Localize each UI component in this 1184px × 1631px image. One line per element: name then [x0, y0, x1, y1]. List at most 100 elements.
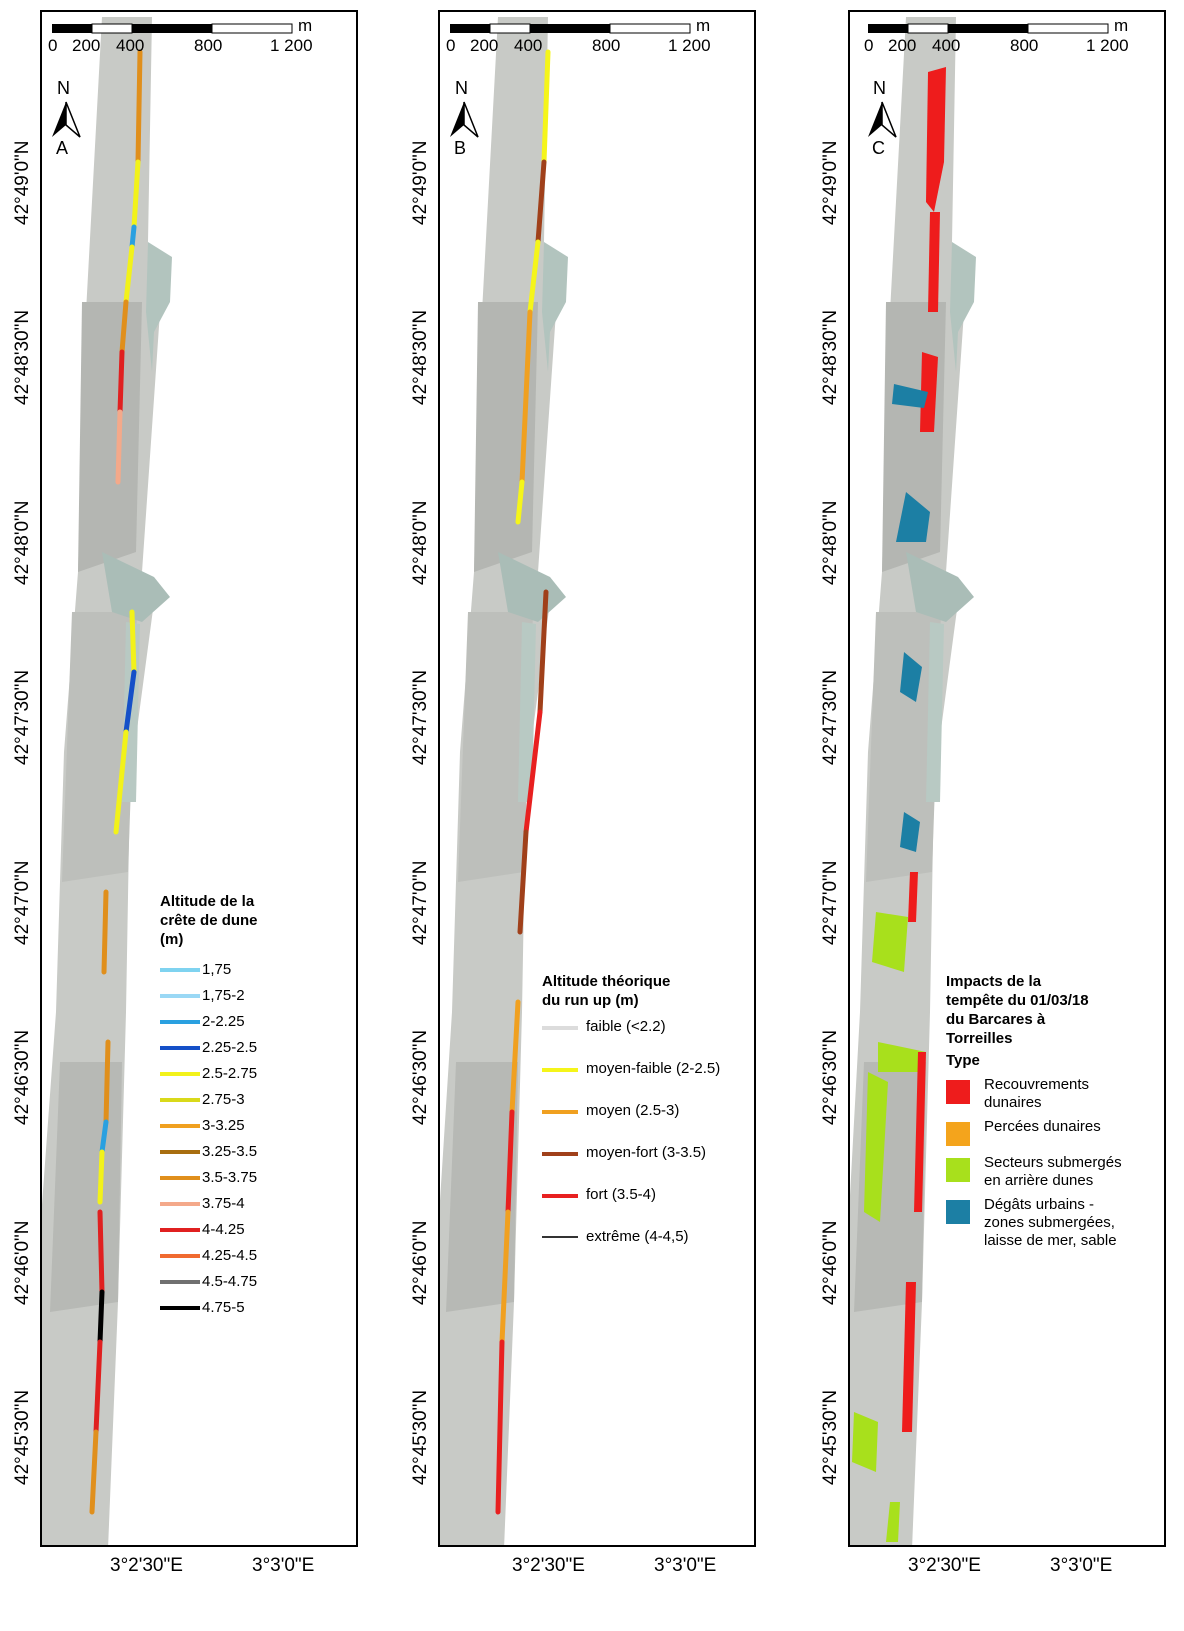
scale-label-800: 800 [592, 36, 621, 55]
legend-line-swatch [160, 1098, 200, 1102]
legend-c-item: Dégâts urbains - zones submergées, laiss… [946, 1196, 1156, 1250]
legend-b-items: faible (<2.2) moyen-faible (2-2.5) moyen (… [542, 1018, 752, 1264]
scale-unit: m [696, 16, 711, 35]
latitude-label: 42°47'0"N [410, 860, 431, 945]
run-up-line [495, 49, 551, 1515]
latitude-label: 42°48'0"N [12, 500, 33, 585]
north-label: N [57, 78, 70, 98]
panel-letter-b: B [454, 138, 467, 158]
longitude-label-b-1: 3°2'30"E [512, 1555, 585, 1576]
scale-bar [52, 23, 293, 34]
longitude-label-c-2: 3°3'0"E [1050, 1555, 1113, 1576]
scale-label-1200: 1 200 [270, 36, 313, 55]
legend-color-swatch [946, 1158, 970, 1182]
legend-a-item: 4.5-4.75 [160, 1269, 258, 1295]
longitude-label-c-1: 3°2'30"E [908, 1555, 981, 1576]
scale-label-400: 400 [514, 36, 543, 55]
legend-a-item: 3.5-3.75 [160, 1165, 258, 1191]
map-b-canvas [440, 17, 691, 1545]
legend-line-swatch [160, 1020, 200, 1024]
legend-b-title: Altitude théorique du run up (m) [542, 973, 671, 1009]
panel-letter-a: A [56, 138, 69, 158]
latitude-label: 42°46'30"N [820, 1029, 841, 1125]
legend-a-label: 4.25-4.5 [202, 1247, 258, 1264]
scale-unit: m [298, 16, 313, 35]
legend-a-label: 1,75-2 [202, 987, 245, 1004]
legend-a-label: 1,75 [202, 961, 232, 978]
legend-a-item: 2.5-2.75 [160, 1061, 258, 1087]
legend-c-item: Percées dunaires [946, 1118, 1156, 1148]
legend-line-swatch [542, 1110, 578, 1114]
legend-c-label: Secteurs submergés en arrière dunes [984, 1154, 1122, 1189]
legend-a-item: 3.75-4 [160, 1191, 258, 1217]
latitude-label: 42°46'30"N [12, 1029, 33, 1125]
legend-a-label: 2.75-3 [202, 1091, 245, 1108]
legend-a-label: 3.25-3.5 [202, 1143, 258, 1160]
legend-c: Impacts de la tempête du 01/03/18 du Bar… [946, 972, 1156, 1256]
latitude-label: 42°45'30"N [410, 1389, 431, 1485]
scale-label-200: 200 [888, 36, 917, 55]
lagoon [950, 242, 976, 372]
latitude-label: 42°47'30"N [12, 669, 33, 765]
legend-line-swatch [160, 1280, 200, 1284]
scale-label-1200: 1 200 [668, 36, 711, 55]
longitude-label-a-1: 3°2'30"E [110, 1555, 183, 1576]
legend-color-swatch [946, 1122, 970, 1146]
map-panel-c: 0 200 400 800 1 200 m N C Impacts de la … [848, 10, 1166, 1547]
legend-a-label: 4.75-5 [202, 1299, 245, 1316]
legend-c-item: Recouvrements dunaires [946, 1076, 1156, 1112]
longitude-label-b-2: 3°3'0"E [654, 1555, 717, 1576]
scale-label-200: 200 [470, 36, 499, 55]
dune-crest-line [89, 49, 143, 1515]
panel-letter-c: C [872, 138, 885, 158]
legend-b-label: moyen (2.5-3) [586, 1102, 680, 1119]
latitude-label: 42°49'0"N [410, 140, 431, 225]
legend-line-swatch [160, 1072, 200, 1076]
urban-texture [50, 1062, 122, 1312]
latitude-label: 42°45'30"N [12, 1389, 33, 1485]
legend-c-label: Dégâts urbains - zones submergées, laiss… [984, 1196, 1117, 1249]
urban-texture [78, 302, 142, 572]
legend-line-swatch [160, 1202, 200, 1206]
latitude-label: 42°46'0"N [12, 1220, 33, 1305]
legend-line-swatch [542, 1194, 578, 1198]
latitude-label: 42°48'0"N [820, 500, 841, 585]
north-arrow [52, 101, 81, 138]
legend-a-item: 2.25-2.5 [160, 1035, 258, 1061]
legend-b-item: faible (<2.2) [542, 1018, 752, 1054]
scale-bar [450, 23, 691, 34]
legend-line-swatch [542, 1026, 578, 1030]
legend-b-item: extrême (4-4,5) [542, 1228, 752, 1264]
legend-line-swatch [542, 1152, 578, 1156]
legend-a-item: 1,75-2 [160, 983, 258, 1009]
latitude-label: 42°46'0"N [820, 1220, 841, 1305]
harbour [906, 552, 974, 622]
latitude-label: 42°46'30"N [410, 1029, 431, 1125]
legend-a-item: 3-3.25 [160, 1113, 258, 1139]
scale-label-400: 400 [932, 36, 961, 55]
latitude-label: 42°48'0"N [410, 500, 431, 585]
map-c-canvas [850, 17, 1109, 1545]
latitude-label: 42°47'0"N [820, 860, 841, 945]
legend-a-label: 4-4.25 [202, 1221, 245, 1238]
scale-bar [868, 23, 1109, 34]
legend-line-swatch [160, 968, 200, 972]
legend-a-item: 1,75 [160, 957, 258, 983]
legend-a-label: 3-3.25 [202, 1117, 245, 1134]
latitude-label: 42°46'0"N [410, 1220, 431, 1305]
legend-a-item: 2-2.25 [160, 1009, 258, 1035]
lagoon [542, 242, 568, 372]
lagoon [146, 242, 172, 372]
latitude-label: 42°47'30"N [410, 669, 431, 765]
legend-line-swatch [160, 1046, 200, 1050]
legend-a-label: 2.25-2.5 [202, 1039, 258, 1056]
latitude-label: 42°47'0"N [12, 860, 33, 945]
harbour [498, 552, 566, 622]
urban-texture [866, 612, 941, 882]
latitude-label: 42°48'30"N [820, 309, 841, 405]
legend-a-label: 4.5-4.75 [202, 1273, 258, 1290]
harbour [102, 552, 170, 622]
legend-line-swatch [160, 994, 200, 998]
legend-a-item: 2.75-3 [160, 1087, 258, 1113]
latitude-label: 42°48'30"N [410, 309, 431, 405]
